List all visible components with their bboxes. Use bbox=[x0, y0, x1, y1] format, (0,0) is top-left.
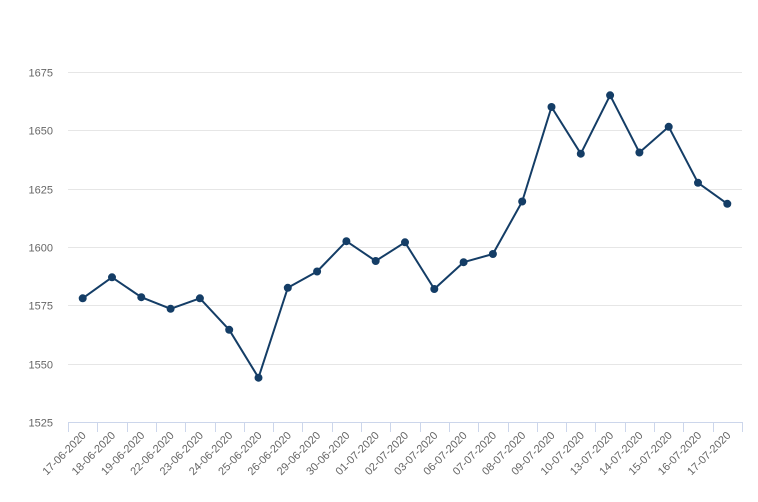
data-point[interactable] bbox=[166, 304, 175, 313]
data-point[interactable] bbox=[401, 238, 409, 247]
data-point[interactable] bbox=[606, 91, 615, 100]
data-point[interactable] bbox=[108, 273, 116, 282]
data-point[interactable] bbox=[488, 250, 497, 258]
data-point[interactable] bbox=[78, 294, 87, 303]
y-tick-label: 1625 bbox=[29, 185, 53, 197]
y-tick-label: 1675 bbox=[29, 68, 53, 80]
data-point[interactable] bbox=[313, 267, 322, 276]
data-point[interactable] bbox=[694, 178, 702, 187]
data-point[interactable] bbox=[635, 148, 644, 157]
y-tick-label: 1550 bbox=[29, 360, 53, 372]
y-tick-label: 1525 bbox=[29, 418, 53, 430]
data-point[interactable] bbox=[254, 373, 263, 382]
data-point[interactable] bbox=[371, 257, 380, 265]
x-axis-labels: 17-06-202018-06-202019-06-202022-06-2020… bbox=[40, 430, 733, 478]
grid-lines bbox=[68, 72, 742, 365]
data-point[interactable] bbox=[283, 283, 292, 292]
y-tick-label: 1650 bbox=[29, 126, 53, 138]
y-tick-label: 1575 bbox=[29, 301, 53, 313]
data-point[interactable] bbox=[547, 103, 556, 111]
series-layer bbox=[78, 91, 732, 382]
y-axis-labels: 1525 1550 1575 1600 1625 1650 1675 bbox=[29, 68, 53, 430]
data-point[interactable] bbox=[723, 199, 732, 208]
data-point[interactable] bbox=[459, 258, 468, 267]
data-point[interactable] bbox=[576, 149, 585, 158]
data-point[interactable] bbox=[430, 285, 439, 293]
series-line bbox=[81, 94, 729, 379]
data-point[interactable] bbox=[664, 122, 673, 131]
data-point[interactable] bbox=[518, 197, 527, 206]
data-point[interactable] bbox=[342, 237, 351, 246]
data-point[interactable] bbox=[195, 294, 204, 303]
data-point[interactable] bbox=[137, 293, 146, 302]
data-point[interactable] bbox=[225, 325, 234, 334]
x-axis bbox=[68, 422, 743, 432]
y-tick-label: 1600 bbox=[29, 243, 53, 255]
